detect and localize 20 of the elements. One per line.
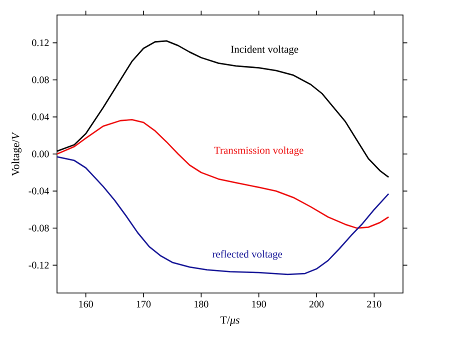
x-tick-label: 210	[367, 300, 382, 308]
y-tick-label: -0.12	[28, 262, 49, 269]
series-label: Incident voltage	[231, 45, 298, 55]
y-tick-label: 0.08	[32, 76, 49, 84]
x-tick-label: 180	[194, 300, 208, 308]
line-series	[56, 119, 390, 229]
x-axis-title: T/μs	[220, 316, 240, 326]
x-tick-label: 200	[309, 300, 324, 308]
x-tick-label: 160	[79, 300, 93, 308]
y-tick-label: -0.04	[28, 188, 50, 194]
y-tick-label: 0.00	[32, 150, 49, 158]
y-axis-title: Voltage/V	[12, 132, 22, 176]
series-label: reflected voltage	[212, 250, 282, 260]
line-series	[56, 156, 390, 276]
y-tick-label: -0.08	[28, 224, 49, 232]
series-label: Transmission voltage	[214, 146, 304, 156]
x-tick-label: 170	[136, 300, 151, 308]
x-tick-label: 190	[252, 300, 266, 308]
y-tick-label: 0.04	[32, 114, 50, 120]
y-tick-label: 0.12	[32, 39, 49, 46]
